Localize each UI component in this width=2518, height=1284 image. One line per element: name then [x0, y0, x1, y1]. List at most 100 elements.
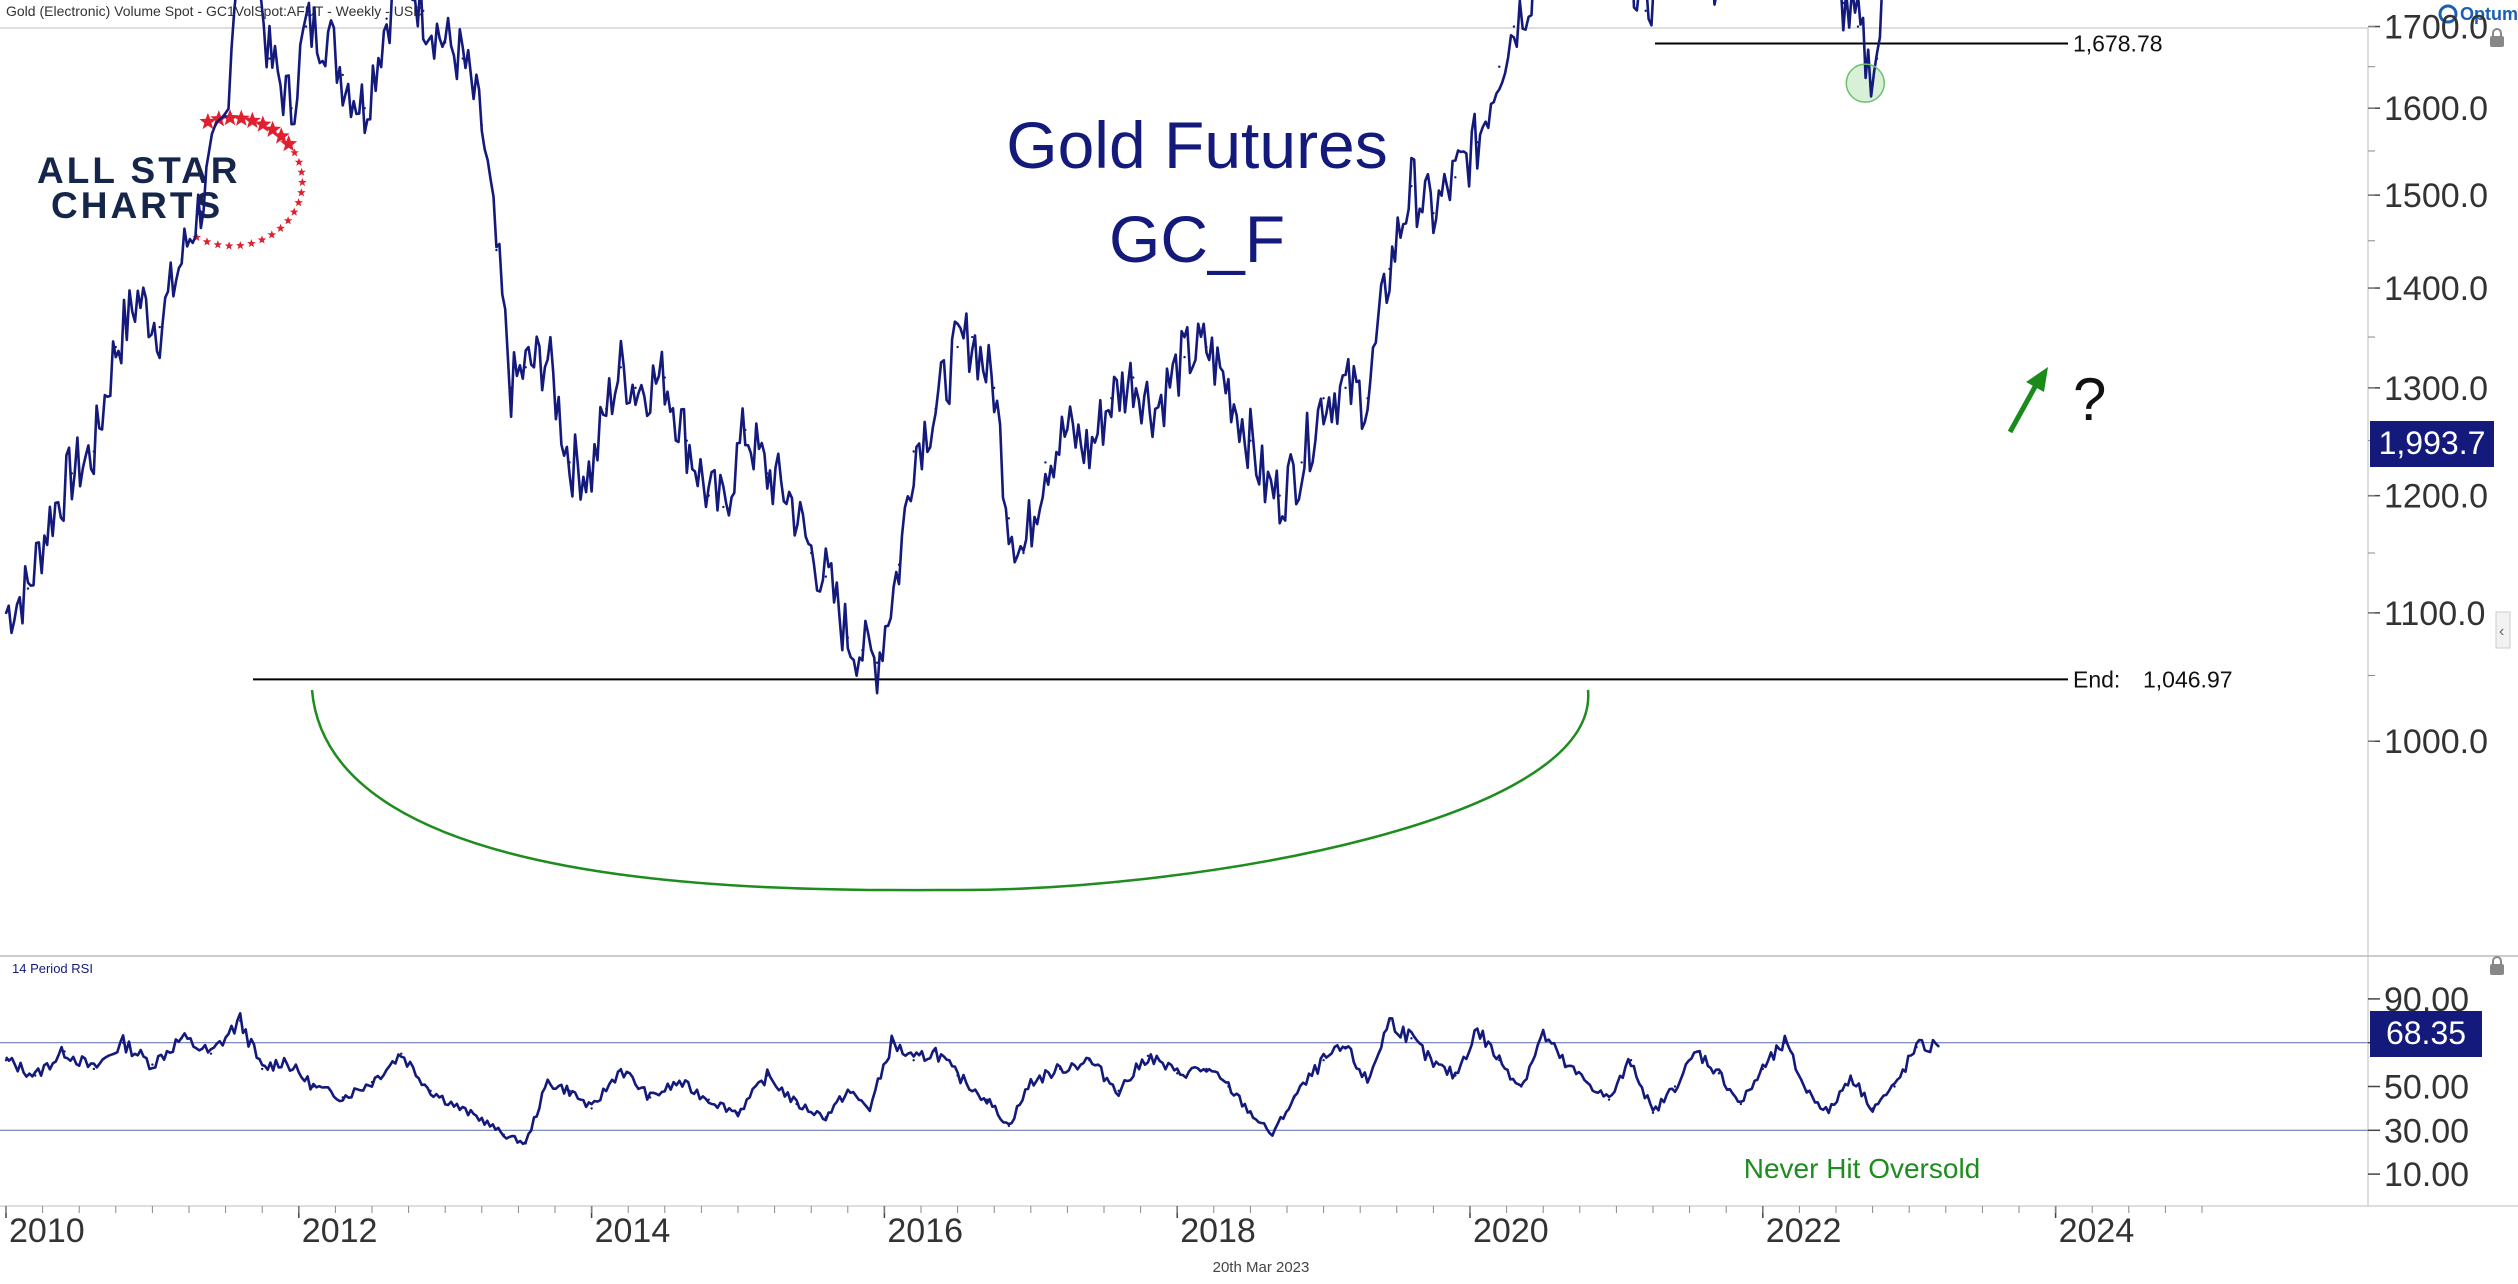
price-point — [422, 9, 425, 12]
price-point — [1249, 439, 1252, 442]
price-tick-label: 1400.0 — [2384, 270, 2488, 308]
lock-icon[interactable] — [2490, 956, 2504, 975]
logo-star-icon — [298, 177, 307, 187]
rsi-point — [400, 1052, 403, 1055]
rsi-point — [34, 1074, 37, 1077]
price-tick-label: 1200.0 — [2384, 478, 2488, 516]
price-point — [685, 439, 688, 442]
rsi-point — [868, 1107, 871, 1110]
rsi-point — [1007, 1124, 1011, 1128]
time-tick-label: 2014 — [595, 1212, 671, 1250]
rsi-point — [1563, 1063, 1567, 1066]
rsi-point — [1915, 1045, 1918, 1049]
rsi-point — [1717, 1072, 1721, 1075]
rsi-point — [1029, 1080, 1033, 1084]
price-point — [744, 428, 747, 432]
rsi-point — [1293, 1096, 1296, 1099]
last-rsi-tag-bg — [2370, 1011, 2482, 1057]
price-point — [707, 494, 710, 497]
rsi-point — [912, 1059, 915, 1062]
price-point — [1066, 428, 1069, 432]
lock-icon[interactable] — [2490, 28, 2504, 47]
time-tick-label: 2010 — [9, 1212, 85, 1250]
price-point — [1044, 461, 1047, 464]
price-point — [722, 505, 725, 509]
time-tick-label: 2012 — [302, 1212, 378, 1250]
price-point — [326, 33, 330, 36]
logo-line-2: CHARTS — [51, 185, 223, 226]
green-arrow-shaft — [2007, 383, 2039, 434]
price-point — [1432, 212, 1435, 215]
green-highlight-circle-outline — [1845, 63, 1886, 103]
rsi-point — [1937, 1045, 1940, 1048]
logo-star-icon — [267, 230, 277, 239]
price-point — [861, 648, 864, 652]
optuma-logo-text: Optuma — [2460, 4, 2518, 24]
level-price-end: 1,046.97 — [2143, 666, 2233, 692]
rsi-point — [1805, 1089, 1808, 1093]
logo-star-icon — [192, 232, 202, 242]
price-point — [1875, 57, 1879, 60]
rsi-point — [1783, 1041, 1786, 1044]
rsi-point — [312, 1085, 315, 1088]
rsi-point — [1849, 1074, 1852, 1077]
price-tick-label: 1000.0 — [2384, 723, 2488, 761]
last-price-value: 1,993.7 — [2379, 425, 2486, 461]
level-prefix-end: End: — [2073, 666, 2120, 692]
price-tick-label: 1700.0 — [2384, 9, 2488, 47]
chart-title-line-2: GC_F — [1109, 202, 1285, 276]
price-point — [824, 575, 828, 578]
logo-star-icon — [294, 157, 304, 166]
price-tick-label: 1600.0 — [2384, 90, 2488, 128]
price-point — [1183, 355, 1186, 359]
rsi-point — [1227, 1085, 1230, 1088]
price-point — [363, 106, 366, 110]
logo-star-icon — [294, 198, 303, 207]
price-point — [590, 472, 593, 475]
logo-star-icon — [297, 188, 306, 197]
logo-star-icon — [280, 135, 298, 152]
price-point — [114, 345, 118, 349]
rsi-point — [1585, 1080, 1589, 1084]
rsi-point — [795, 1102, 798, 1106]
price-point — [1512, 25, 1516, 28]
last-price-tag-bg — [2370, 421, 2494, 467]
logo-star-icon — [232, 109, 250, 126]
logo-star-icon — [210, 110, 228, 127]
rsi-point — [546, 1080, 549, 1084]
rsi-point — [1117, 1089, 1120, 1093]
price-series — [4, 0, 1883, 695]
price-point — [341, 73, 344, 77]
price-point — [1644, 9, 1647, 12]
price-point — [524, 366, 527, 369]
price-point — [993, 386, 996, 390]
price-point — [26, 587, 30, 590]
rsi-point — [1322, 1059, 1325, 1062]
rsi-point — [590, 1107, 593, 1110]
price-point — [956, 345, 959, 349]
rsi-point — [180, 1037, 183, 1040]
rsi-point — [1088, 1059, 1091, 1062]
level-price-support: 1,678.78 — [2073, 30, 2163, 56]
price-point — [202, 193, 205, 197]
last-price-tag: 1,993.7 — [2370, 421, 2494, 467]
rsi-point — [4, 1059, 8, 1062]
logo-star-icon — [276, 223, 285, 232]
collapse-handle[interactable]: ‹ — [2495, 611, 2511, 649]
price-point — [788, 494, 791, 497]
price-axis: 3500.03300.03100.02900.02700.02500.02300… — [2368, 9, 2488, 761]
price-point — [158, 325, 161, 329]
rsi-point — [1271, 1133, 1274, 1136]
rsi-point — [1058, 1067, 1062, 1071]
logo-star-icon — [199, 112, 217, 130]
rsi-point — [239, 1019, 242, 1022]
price-point — [619, 366, 623, 369]
price-point — [971, 335, 974, 339]
rsi-point — [678, 1080, 681, 1084]
rsi-point — [63, 1050, 66, 1053]
price-point — [1007, 517, 1011, 520]
rsi-point — [568, 1089, 571, 1093]
price-point — [1205, 345, 1208, 349]
annotation-arrows — [2007, 367, 2048, 434]
highlight-circle-outlines — [1845, 63, 1886, 103]
